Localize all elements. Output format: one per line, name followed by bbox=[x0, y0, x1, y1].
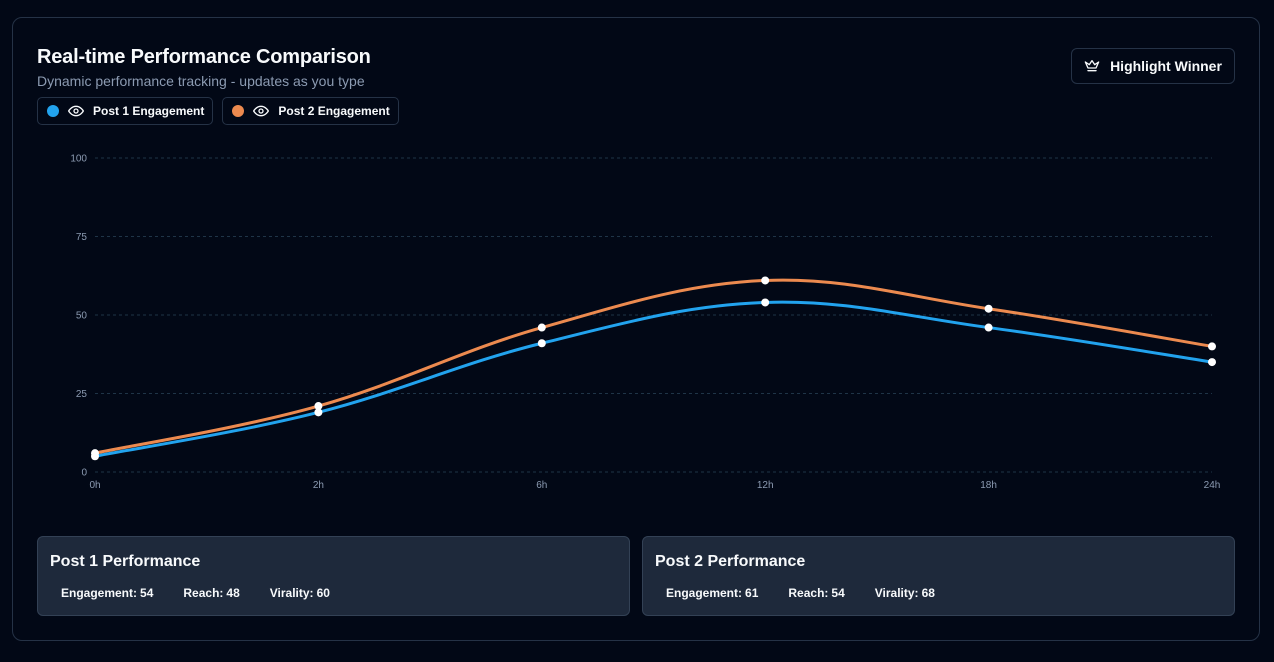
eye-icon bbox=[253, 105, 270, 117]
y-tick-label: 75 bbox=[76, 232, 88, 243]
data-point-post2 bbox=[1208, 342, 1216, 351]
y-tick-label: 100 bbox=[70, 154, 87, 165]
post2-metrics: Engagement: 61 Reach: 54 Virality: 68 bbox=[666, 586, 935, 600]
x-tick-label: 18h bbox=[980, 480, 997, 491]
x-tick-label: 0h bbox=[89, 480, 100, 491]
x-tick-label: 6h bbox=[536, 480, 547, 491]
post1-reach: Reach: 48 bbox=[183, 586, 240, 600]
page-title: Real-time Performance Comparison bbox=[37, 46, 371, 68]
post1-performance-card: Post 1 Performance Engagement: 54 Reach: 4… bbox=[37, 536, 630, 616]
legend-toggle-post2[interactable]: Post 2 Engagement bbox=[222, 97, 399, 125]
data-point-post2 bbox=[314, 402, 323, 411]
y-tick-label: 50 bbox=[76, 311, 88, 322]
highlight-winner-label: Highlight Winner bbox=[1110, 58, 1222, 74]
eye-icon bbox=[68, 105, 84, 117]
legend-label-post2: Post 2 Engagement bbox=[278, 104, 390, 118]
post2-performance-card: Post 2 Performance Engagement: 61 Reach: 5… bbox=[642, 536, 1235, 616]
post2-color-dot bbox=[232, 105, 245, 117]
y-tick-label: 0 bbox=[81, 468, 87, 479]
crown-icon bbox=[1084, 60, 1100, 72]
data-point-post2 bbox=[91, 449, 99, 458]
post1-virality: Virality: 60 bbox=[269, 586, 330, 600]
data-point-post1 bbox=[984, 323, 993, 332]
performance-card: Real-time Performance Comparison Dynamic… bbox=[12, 17, 1260, 641]
post1-performance-title: Post 1 Performance bbox=[50, 553, 201, 570]
chart-legend: Post 1 Engagement Post 2 Engagement bbox=[37, 97, 399, 125]
post1-color-dot bbox=[47, 105, 59, 117]
series-line-post1 bbox=[93, 300, 1214, 458]
post1-engagement: Engagement: 54 bbox=[61, 586, 154, 600]
series-line-post2 bbox=[93, 278, 1214, 455]
page-subtitle: Dynamic performance tracking - updates a… bbox=[37, 73, 365, 89]
data-point-post1 bbox=[761, 298, 770, 307]
post2-virality: Virality: 68 bbox=[874, 586, 935, 600]
post2-reach: Reach: 54 bbox=[788, 586, 845, 600]
data-point-post2 bbox=[984, 304, 993, 313]
y-tick-label: 25 bbox=[76, 389, 88, 400]
post2-performance-title: Post 2 Performance bbox=[655, 553, 806, 570]
legend-toggle-post1[interactable]: Post 1 Engagement bbox=[37, 97, 214, 125]
data-point-post1 bbox=[1208, 358, 1216, 367]
data-point-post2 bbox=[537, 323, 546, 332]
post2-engagement: Engagement: 61 bbox=[666, 586, 759, 600]
x-tick-label: 24h bbox=[1204, 480, 1221, 491]
data-point-post2 bbox=[761, 276, 770, 285]
data-point-post1 bbox=[537, 339, 546, 348]
post1-metrics: Engagement: 54 Reach: 48 Virality: 60 bbox=[61, 586, 330, 600]
legend-label-post1: Post 1 Engagement bbox=[93, 104, 205, 118]
highlight-winner-button[interactable]: Highlight Winner bbox=[1071, 48, 1235, 84]
x-tick-label: 2h bbox=[313, 480, 324, 491]
data-point-post1 bbox=[314, 408, 323, 417]
engagement-line-chart: 0 25 50 75 100 0h 2h 6h 12h 18h 24h bbox=[70, 154, 1221, 492]
x-tick-label: 12h bbox=[757, 480, 774, 491]
